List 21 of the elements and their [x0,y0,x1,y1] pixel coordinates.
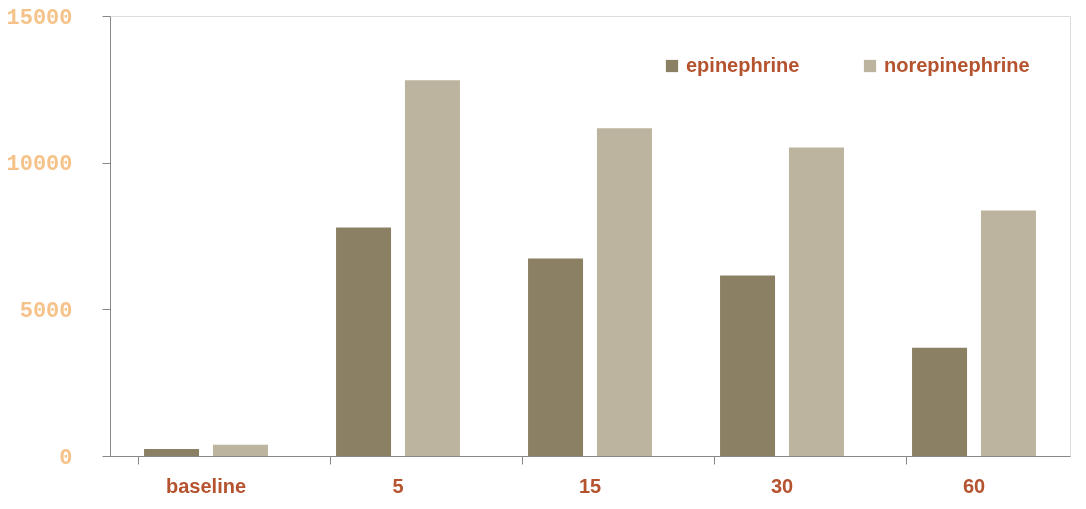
legend-label: norepinephrine [884,54,1030,76]
bar [788,147,844,456]
bar [144,448,200,456]
bar [336,227,392,456]
bar [912,347,968,456]
bar [596,128,652,456]
bar [980,210,1036,456]
legend-label: epinephrine [686,54,800,76]
x-tick-label: 5 [392,474,404,497]
y-tick-label: 15000 [6,5,73,31]
bar [720,275,776,456]
x-tick-label: baseline [165,474,247,497]
x-tick-label: 30 [770,474,794,497]
bar [212,444,268,456]
x-tick-label: 60 [962,474,986,497]
y-tick-label: 0 [59,445,73,471]
y-tick-label: 10000 [6,152,73,178]
bar [404,80,460,456]
x-tick-label: 15 [578,474,602,497]
y-tick-label: 5000 [19,298,73,324]
bar [528,258,584,456]
